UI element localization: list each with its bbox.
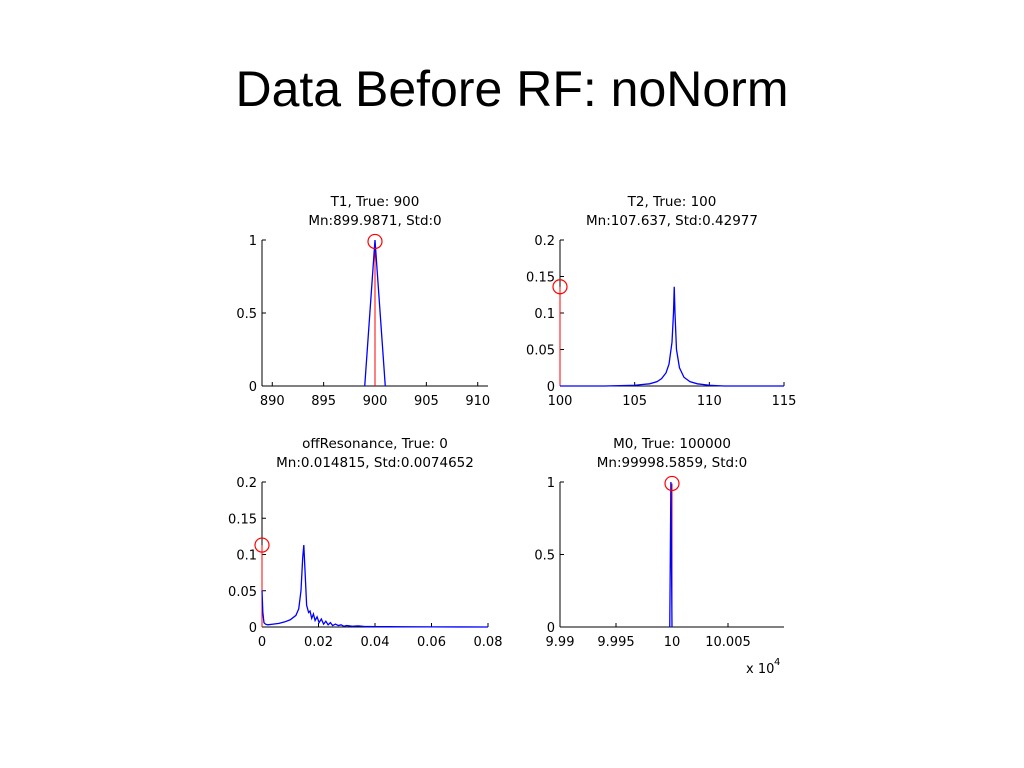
x-tick-label: 910 xyxy=(465,394,490,409)
histogram-series-line xyxy=(560,286,784,387)
subplot-title: T1, True: 900 xyxy=(330,194,420,210)
x-axis-multiplier: x 10 xyxy=(746,662,774,677)
subplot-subtitle: Mn:99998.5859, Std:0 xyxy=(597,455,748,471)
x-tick-label: 0.04 xyxy=(361,635,390,650)
subplot-subtitle: Mn:0.014815, Std:0.0074652 xyxy=(276,455,474,471)
x-tick-label: 0.06 xyxy=(417,635,446,650)
y-tick-label: 1 xyxy=(249,234,257,249)
x-tick-label: 890 xyxy=(260,394,285,409)
x-tick-label: 895 xyxy=(311,394,336,409)
subplot-title: offResonance, True: 0 xyxy=(302,436,448,452)
x-tick-label: 0.02 xyxy=(304,635,333,650)
histogram-series-line xyxy=(364,239,386,387)
x-tick-label: 0.08 xyxy=(474,635,503,650)
subplot-title: T2, True: 100 xyxy=(627,194,717,210)
x-tick-label: 0 xyxy=(258,635,266,650)
x-axis-multiplier-exponent: 4 xyxy=(774,657,780,668)
y-tick-label: 0.15 xyxy=(526,271,555,286)
x-tick-label: 115 xyxy=(772,394,797,409)
true-value-marker xyxy=(254,537,270,553)
y-tick-label: 0.05 xyxy=(526,344,555,359)
x-tick-label: 9.995 xyxy=(597,635,634,650)
true-value-marker xyxy=(552,279,568,295)
x-tick-label: 905 xyxy=(414,394,439,409)
y-tick-label: 0.5 xyxy=(534,549,555,564)
subplot-3: offResonance, True: 0 Mn:0.014815, Std:0.… xyxy=(228,436,502,650)
y-tick-label: 1 xyxy=(547,476,555,491)
y-tick-label: 0.2 xyxy=(534,234,555,249)
subplot-2: T2, True: 100 Mn:107.637, Std:0.42977 100 1… xyxy=(526,194,796,409)
x-tick-label: 105 xyxy=(622,394,647,409)
true-value-marker xyxy=(664,475,680,492)
y-tick-label: 0 xyxy=(249,621,257,636)
subplot-1: T1, True: 900 Mn:899.9871, Std:0 890 895 900… xyxy=(236,194,490,409)
slide-title: Data Before RF: noNorm xyxy=(235,61,789,117)
histogram-series-line xyxy=(261,545,489,628)
x-tick-label: 10.005 xyxy=(705,635,751,650)
y-tick-label: 0.05 xyxy=(228,585,257,600)
y-tick-label: 0 xyxy=(547,621,555,636)
x-tick-label: 9.99 xyxy=(546,635,575,650)
x-tick-label: 10 xyxy=(664,635,681,650)
y-tick-label: 0 xyxy=(547,380,555,395)
y-tick-label: 0 xyxy=(249,380,257,395)
y-tick-label: 0.1 xyxy=(236,549,257,564)
y-tick-label: 0.15 xyxy=(228,512,257,527)
subplot-4: M0, True: 100000 Mn:99998.5859, Std:0 9.99… xyxy=(534,436,784,677)
histogram-series-line xyxy=(669,481,673,628)
subplot-subtitle: Mn:107.637, Std:0.42977 xyxy=(586,213,758,229)
y-tick-label: 0.2 xyxy=(236,476,257,491)
x-tick-label: 100 xyxy=(548,394,573,409)
y-tick-label: 0.1 xyxy=(534,307,555,322)
x-tick-label: 110 xyxy=(697,394,722,409)
subplot-title: M0, True: 100000 xyxy=(613,436,731,452)
x-tick-label: 900 xyxy=(363,394,388,409)
true-value-marker xyxy=(367,233,383,250)
y-tick-label: 0.5 xyxy=(236,307,257,322)
subplot-subtitle: Mn:899.9871, Std:0 xyxy=(308,213,441,229)
